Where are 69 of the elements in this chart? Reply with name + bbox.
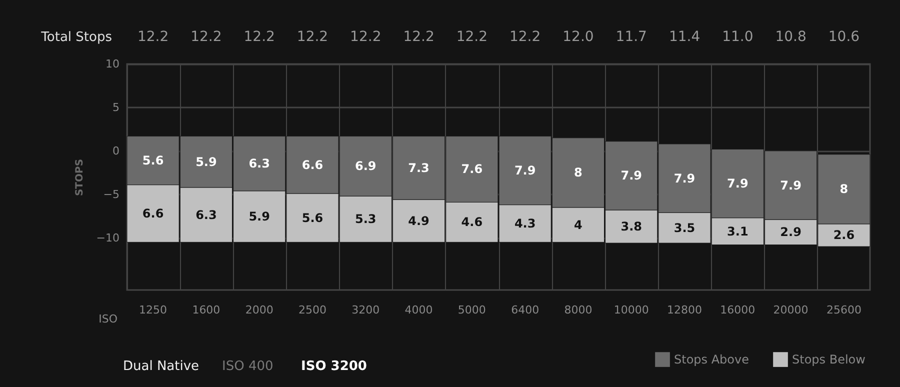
data-label: 3.5 [674,220,696,235]
data-label: 3.1 [727,224,748,238]
data-label: 7.9 [727,176,748,191]
data-label: 7.9 [780,178,802,192]
legend-label: Stops Below [792,352,866,367]
data-label: 7.9 [674,171,696,186]
data-label: 6.6 [302,158,324,172]
data-label: 2.6 [833,228,855,242]
data-label: 8 [574,166,582,180]
y-axis-title: STOPS [74,158,86,196]
x-tick-label: 2000 [245,304,274,316]
text: Dual Native [123,359,200,374]
text: Total Stops [40,30,112,45]
data-label: 5.9 [248,210,270,224]
x-tick-label: 12800 [667,304,702,316]
text: 12.2 [137,29,169,45]
y-tick-label: 10 [106,58,120,70]
text: 12.2 [403,29,434,45]
x-tick-label: 6400 [511,304,540,316]
text: 12.2 [244,29,275,45]
x-tick-label: 10000 [614,304,649,316]
x-axis-title: ISO [98,312,118,326]
text: 10.8 [775,29,806,45]
text: 12.0 [562,29,594,45]
data-label: 6.6 [142,206,164,221]
text: 12.2 [190,29,222,45]
y-tick-label: 0 [112,144,120,158]
text: ISO 400 [222,359,274,374]
text: 11.0 [722,29,754,45]
data-label: 7.9 [620,168,642,183]
text: ISO 3200 [301,359,367,374]
x-tick-label: 5000 [458,304,486,316]
data-label: 7.6 [461,162,483,176]
data-label: 5.9 [196,154,217,169]
x-tick-label: 20000 [773,304,808,316]
data-label: 3.8 [620,220,642,234]
text: 12.2 [296,29,328,45]
data-label: 6.3 [196,208,217,222]
text: 11.4 [668,29,700,45]
data-label: 7.9 [514,163,536,178]
y-tick-label: −10 [96,231,120,244]
x-tick-label: 25600 [826,304,862,316]
x-tick-label: 16000 [720,304,756,316]
x-tick-label: 1600 [192,304,220,316]
x-tick-label: 3200 [352,304,380,316]
legend-label: Stops Above [674,352,749,367]
y-tick-label: 5 [112,100,120,114]
data-label: 5.3 [355,212,376,226]
text: 12.2 [509,29,541,45]
x-tick-label: 2500 [298,304,326,316]
text: 10.6 [828,29,860,45]
data-label: 4.6 [461,215,483,230]
data-label: 8 [840,182,848,196]
data-label: 4 [574,218,582,232]
text: 11.7 [616,29,647,45]
text: 12.2 [456,29,488,45]
y-tick-label: −5 [103,188,120,201]
data-label: 5.6 [302,210,324,225]
data-label: 6.9 [355,159,376,174]
data-label: 7.3 [408,160,430,175]
data-label: 2.9 [780,225,802,240]
data-label: 4.9 [408,214,430,228]
data-label: 6.3 [248,156,270,171]
data-label: 4.3 [514,216,536,231]
x-tick-label: 1250 [139,304,168,316]
x-tick-label: 4000 [404,304,433,316]
x-tick-label: 8000 [564,304,592,316]
data-label: 5.6 [142,153,164,168]
text: 12.2 [350,29,382,45]
